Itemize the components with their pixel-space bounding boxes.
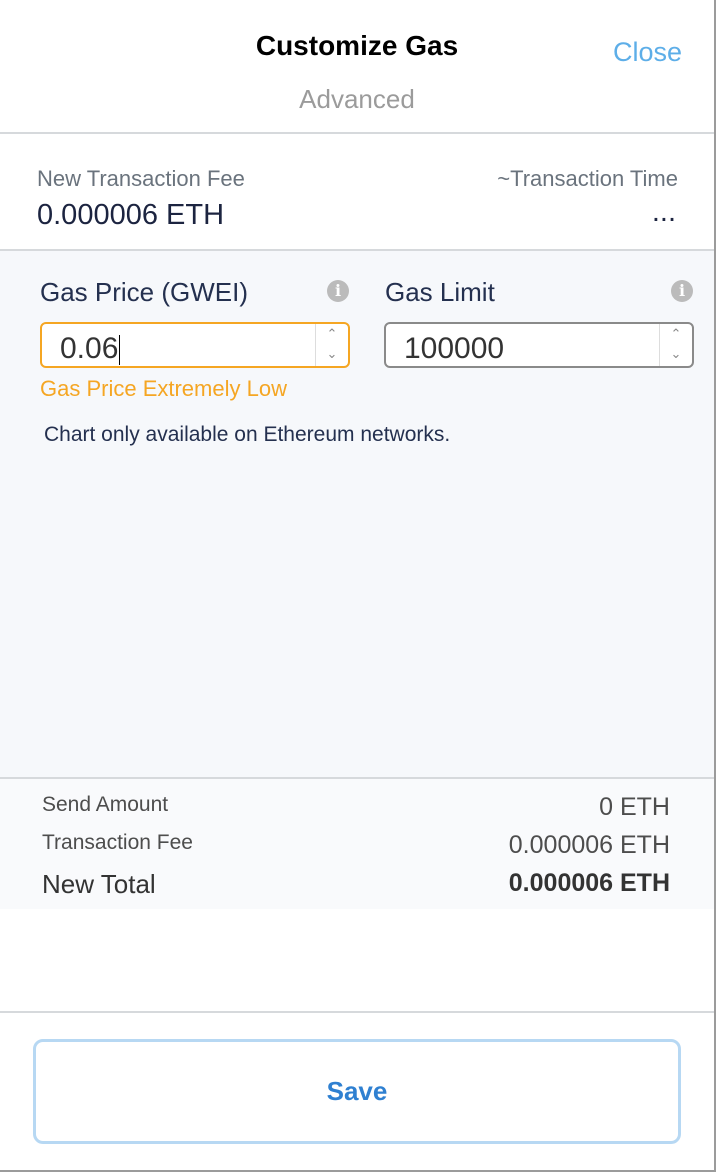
info-icon[interactable]: i <box>671 280 693 302</box>
gas-price-value: 0.06 <box>60 332 119 365</box>
new-fee-label: New Transaction Fee <box>37 166 245 191</box>
summary-row-transaction-fee: Transaction Fee 0.000006 ETH <box>42 831 670 860</box>
totals-summary: Send Amount 0 ETH Transaction Fee 0.0000… <box>0 779 714 909</box>
summary-label: New Total <box>42 869 156 899</box>
summary-row-send-amount: Send Amount 0 ETH <box>42 793 670 822</box>
gas-limit-input[interactable]: 100000 ⌃ ⌄ <box>384 322 694 368</box>
modal-header: Customize Gas Advanced Close <box>0 0 714 134</box>
advanced-gas-panel: Gas Price (GWEI) i 0.06 ⌃ ⌄ Gas Price Ext… <box>0 251 714 779</box>
footer-divider <box>0 1011 714 1013</box>
text-cursor <box>119 335 121 366</box>
summary-value: 0.000006 ETH <box>508 869 670 897</box>
gas-price-stepper[interactable]: ⌃ ⌄ <box>315 324 348 366</box>
summary-value: 0 ETH <box>599 793 670 821</box>
summary-label: Transaction Fee <box>42 831 193 854</box>
chevron-down-icon[interactable]: ⌄ <box>326 346 338 361</box>
new-fee-value: 0.000006 ETH <box>37 199 225 231</box>
gas-limit-stepper[interactable]: ⌃ ⌄ <box>659 324 692 366</box>
gas-price-input[interactable]: 0.06 ⌃ ⌄ <box>40 322 350 368</box>
chevron-up-icon[interactable]: ⌃ <box>326 326 338 341</box>
save-button[interactable]: Save <box>33 1039 681 1144</box>
transaction-time-label: ~Transaction Time <box>497 166 678 191</box>
chevron-up-icon[interactable]: ⌃ <box>670 326 682 341</box>
transaction-time-value: ... <box>651 196 676 228</box>
gas-price-label: Gas Price (GWEI) <box>40 277 249 307</box>
gas-price-warning: Gas Price Extremely Low <box>40 376 287 401</box>
modal-title: Customize Gas <box>255 30 459 61</box>
summary-value: 0.000006 ETH <box>508 831 670 859</box>
gas-limit-value: 100000 <box>404 332 505 365</box>
transaction-fee-summary: New Transaction Fee 0.000006 ETH ~Transa… <box>0 134 714 251</box>
close-button[interactable]: Close <box>612 37 682 67</box>
info-icon[interactable]: i <box>327 280 349 302</box>
chart-unavailable-note: Chart only available on Ethereum network… <box>44 423 451 446</box>
chevron-down-icon[interactable]: ⌄ <box>670 346 682 361</box>
modal-subtitle: Advanced <box>299 84 415 114</box>
summary-row-new-total: New Total 0.000006 ETH <box>42 869 670 900</box>
summary-label: Send Amount <box>42 793 169 816</box>
gas-limit-label: Gas Limit <box>385 277 495 307</box>
